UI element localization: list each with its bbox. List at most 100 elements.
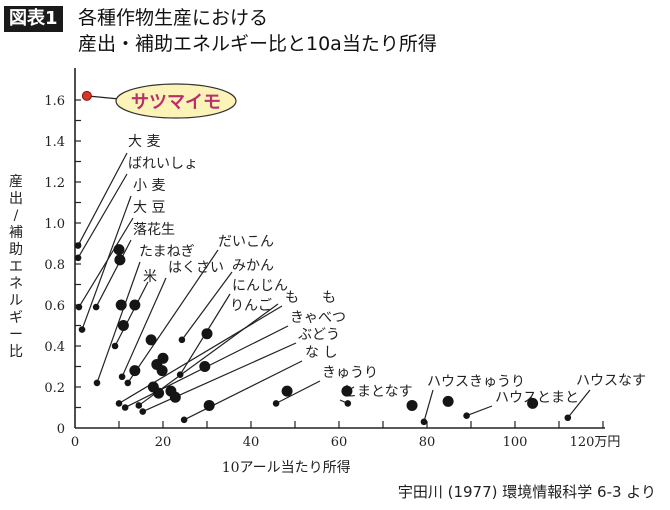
leader-line bbox=[114, 281, 149, 347]
x-tick-label: 120万円 bbox=[570, 435, 621, 450]
crop-label: りんご bbox=[230, 298, 272, 314]
data-point bbox=[78, 326, 86, 333]
data-point bbox=[93, 379, 101, 387]
data-point bbox=[153, 387, 165, 399]
figure-badge: 図表1 bbox=[4, 6, 63, 32]
data-point bbox=[145, 334, 157, 346]
y-axis-label-char: 産 bbox=[9, 174, 23, 190]
highlight-leader-line bbox=[86, 95, 119, 100]
data-point bbox=[124, 379, 132, 387]
data-point bbox=[135, 402, 143, 409]
data-point bbox=[121, 404, 129, 411]
leader-line bbox=[181, 271, 233, 341]
crop-label: ハウスきゅうり bbox=[427, 374, 525, 390]
data-point bbox=[114, 254, 126, 266]
data-point bbox=[115, 400, 123, 407]
y-axis-label-char: ギ bbox=[9, 310, 23, 326]
crop-label: 落花生 bbox=[133, 222, 175, 238]
data-point bbox=[420, 418, 428, 426]
data-point bbox=[406, 399, 418, 411]
highlight-point bbox=[81, 90, 92, 101]
crop-label: も bbox=[322, 290, 336, 306]
crop-label: とまとなす bbox=[343, 384, 413, 400]
data-point bbox=[92, 303, 100, 311]
leader-line bbox=[423, 389, 434, 423]
y-tick-label: 1.0 bbox=[44, 217, 65, 232]
data-point bbox=[75, 303, 83, 311]
x-tick-label: 80 bbox=[419, 435, 436, 450]
leader-line bbox=[95, 239, 132, 308]
data-point bbox=[463, 412, 470, 420]
leader-line bbox=[118, 305, 283, 404]
data-point bbox=[169, 391, 181, 403]
crop-label: みかん bbox=[232, 258, 274, 274]
y-axis-label-char: 補 bbox=[9, 225, 23, 241]
y-axis-label-char: / bbox=[14, 208, 19, 224]
data-point bbox=[113, 244, 125, 256]
x-tick-label: 60 bbox=[331, 435, 348, 450]
leader-line bbox=[183, 360, 303, 421]
leader-line bbox=[77, 152, 128, 246]
data-point bbox=[117, 320, 129, 331]
data-point bbox=[281, 385, 293, 397]
data-point bbox=[341, 385, 353, 397]
data-point bbox=[129, 299, 141, 311]
data-point bbox=[272, 400, 280, 407]
highlight-bubble bbox=[115, 83, 237, 119]
crop-label: 大 麦 bbox=[128, 134, 160, 150]
x-tick-label: 100 bbox=[503, 435, 528, 450]
crop-label: ハウスなす bbox=[576, 373, 646, 389]
data-point bbox=[111, 342, 119, 350]
leader-line bbox=[77, 173, 128, 259]
leader-line bbox=[127, 249, 219, 384]
crop-label: な し bbox=[305, 345, 337, 361]
crop-label: 小 麦 bbox=[133, 178, 165, 194]
data-point bbox=[180, 416, 188, 424]
leader-line bbox=[275, 380, 321, 404]
chart-title-line1: 各種作物生産における bbox=[78, 7, 269, 29]
x-axis-label: 10アール当たり所得 bbox=[222, 459, 351, 476]
x-tick-label: 40 bbox=[243, 435, 260, 450]
crop-label: きゃべつ bbox=[290, 310, 346, 326]
leader-line bbox=[96, 261, 141, 384]
leader-line bbox=[142, 342, 297, 413]
crop-label: だいこん bbox=[218, 234, 274, 250]
y-tick-label: 1.6 bbox=[44, 94, 65, 109]
data-point bbox=[156, 365, 168, 377]
y-tick-label: 0.2 bbox=[44, 381, 65, 396]
data-point bbox=[199, 361, 211, 372]
highlight-label: サツマイモ bbox=[131, 92, 221, 113]
data-point bbox=[527, 397, 539, 409]
y-axis-label-char: ー bbox=[9, 327, 23, 343]
data-point bbox=[203, 399, 215, 411]
data-point bbox=[201, 328, 213, 340]
data-point bbox=[118, 373, 126, 381]
data-point bbox=[564, 414, 572, 422]
crop-label: たまねぎ bbox=[139, 244, 195, 260]
crop-label: きゅうり bbox=[322, 365, 378, 381]
crop-label: 米 bbox=[143, 269, 157, 285]
data-point bbox=[176, 371, 184, 379]
y-axis-label-char: 出 bbox=[9, 191, 23, 207]
crop-label: ハウスとまと bbox=[495, 390, 579, 406]
data-point bbox=[344, 400, 352, 407]
leader-line bbox=[466, 405, 493, 417]
data-point bbox=[74, 242, 82, 249]
x-tick-label: 20 bbox=[155, 435, 172, 450]
data-point bbox=[139, 408, 147, 415]
chart-title-line2: 産出・補助エネルギー比と10a当たり所得 bbox=[78, 33, 437, 55]
y-tick-label: 0.6 bbox=[44, 299, 65, 314]
data-point bbox=[74, 254, 82, 262]
leader-line bbox=[567, 389, 591, 419]
crop-label: も bbox=[285, 290, 299, 306]
crop-label: はくさい bbox=[168, 260, 224, 276]
crop-label: にんじん bbox=[232, 278, 288, 294]
y-tick-label: 1.4 bbox=[44, 135, 65, 150]
y-tick-label: 0 bbox=[57, 422, 65, 437]
leader-line bbox=[81, 195, 132, 330]
y-axis-label-char: ル bbox=[9, 293, 23, 309]
leader-line bbox=[78, 217, 134, 308]
data-point bbox=[129, 365, 141, 377]
